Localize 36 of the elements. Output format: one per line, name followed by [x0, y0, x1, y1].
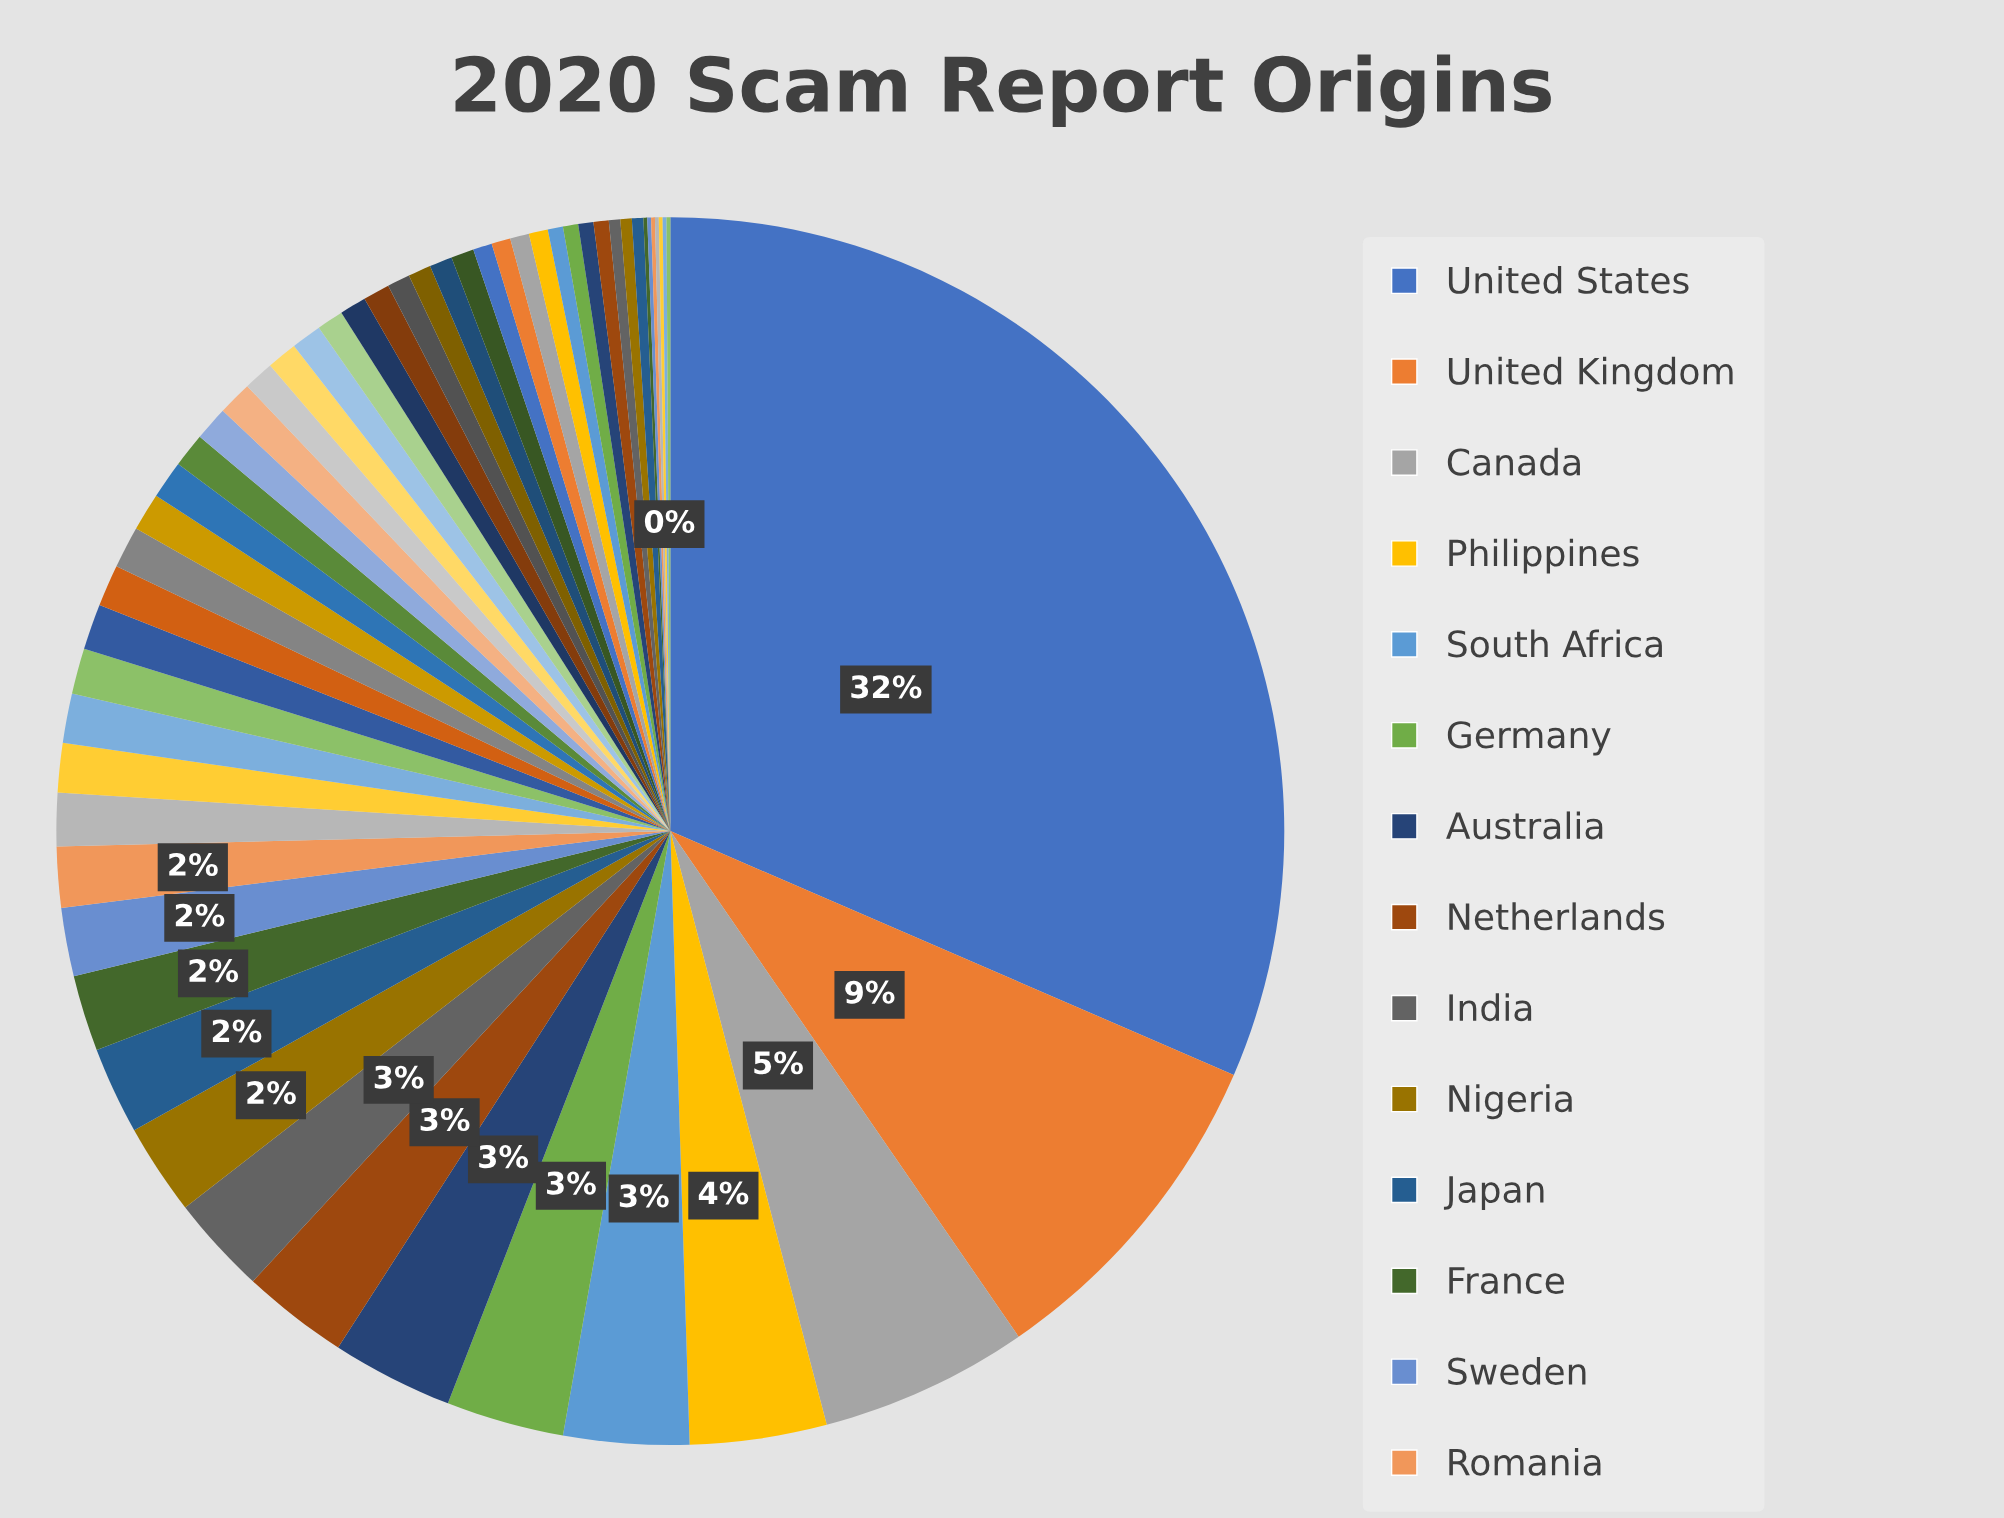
data-label: 2%	[247, 1081, 296, 1105]
legend-label: Nigeria	[1449, 1084, 1572, 1120]
legend-label: Germany	[1447, 721, 1611, 756]
data-label: 3%	[547, 1171, 596, 1195]
pie-slice	[670, 831, 827, 1445]
pie-slice	[670, 831, 1234, 1337]
legend-label: Australia	[1446, 811, 1603, 840]
legend-label: Japan	[1443, 1176, 1544, 1211]
legend-label: South Africa	[1448, 629, 1662, 658]
data-label: 3%	[479, 1145, 529, 1169]
legend-label: India	[1449, 993, 1532, 1022]
legend-label: Sweden	[1448, 1356, 1586, 1385]
legend-label: United States	[1448, 265, 1689, 294]
legend-label: Romania	[1449, 1447, 1601, 1476]
legend-label: France	[1449, 1267, 1564, 1294]
data-label: 2%	[189, 959, 239, 983]
legend-label: Netherlands	[1449, 902, 1665, 931]
data-label: 32%	[851, 675, 922, 699]
legend-label: Canada	[1447, 447, 1580, 476]
data-label: 3%	[420, 1107, 470, 1132]
data-label: 3%	[619, 1184, 669, 1208]
data-label: 2%	[212, 1019, 262, 1043]
pie-slice	[62, 693, 671, 832]
pie-slice	[338, 831, 671, 1404]
data-label: 3%	[374, 1065, 424, 1089]
data-label: 4%	[698, 1181, 749, 1205]
pie-slice	[84, 605, 671, 832]
data-label: 0%	[644, 509, 695, 533]
legend-label: United Kingdom	[1448, 356, 1733, 392]
data-label: 5%	[754, 1051, 803, 1075]
data-label: 9%	[845, 980, 895, 1004]
legend-label: Philippines	[1449, 538, 1639, 574]
data-label: 2%	[169, 852, 218, 877]
data-label: 2%	[175, 903, 225, 927]
chart-title: 2020 Scam Report Origins	[455, 54, 1551, 128]
pie-slice	[670, 831, 1019, 1425]
